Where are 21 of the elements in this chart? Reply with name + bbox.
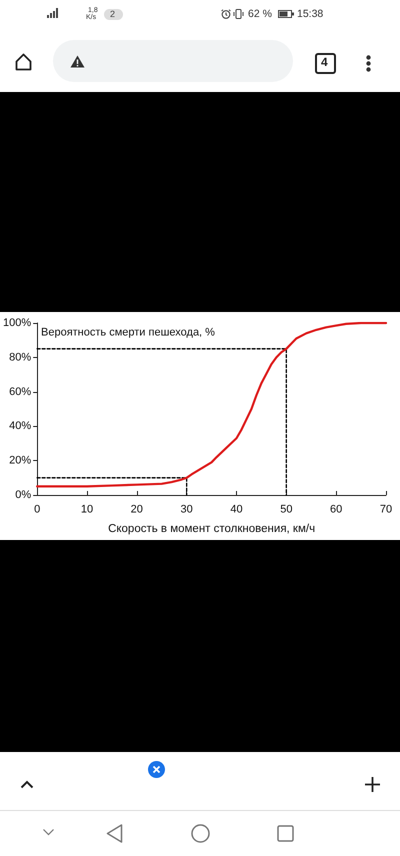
text: 2 <box>110 9 116 19</box>
text: 62 % <box>248 8 272 20</box>
y-tick-label: 40% <box>9 420 32 432</box>
y-tick-label: 20% <box>9 454 32 467</box>
y-tick-label: 80% <box>9 351 32 364</box>
x-tick-label: 0 <box>34 504 40 516</box>
y-tick-label: 100% <box>2 317 32 329</box>
y-axis-title: Вероятность смерти пешехода, % <box>41 326 216 338</box>
x-axis-title: Скорость в момент столкновения, км/ч <box>108 523 316 535</box>
line-series <box>36 322 388 488</box>
x-tick-label: 70 <box>380 504 392 516</box>
y-tick-label: 0% <box>15 489 32 501</box>
x-tick-label: 50 <box>280 504 292 516</box>
x-tick-label: 30 <box>180 504 193 516</box>
text: 15:38 <box>297 8 324 20</box>
y-tick-label: 60% <box>9 386 32 398</box>
x-tick-label: 20 <box>130 504 143 516</box>
x-tick-label: 10 <box>80 504 94 516</box>
text: 4 <box>321 55 328 69</box>
x-tick-label: 60 <box>330 504 342 516</box>
x-tick-label: 40 <box>230 504 243 516</box>
